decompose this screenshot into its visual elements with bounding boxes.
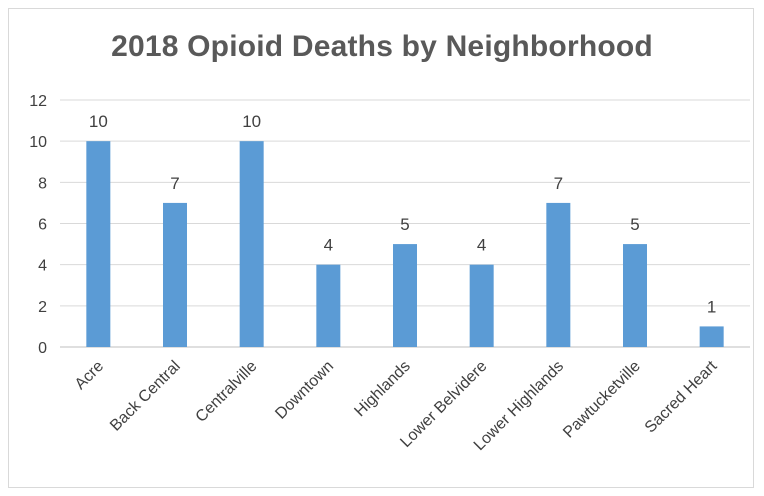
- x-tick-label: Downtown: [272, 358, 337, 423]
- chart-title: 2018 Opioid Deaths by Neighborhood: [111, 30, 653, 63]
- y-tick-label: 2: [38, 299, 47, 316]
- data-label: 10: [242, 112, 261, 131]
- bar: [469, 264, 494, 347]
- x-tick-label: Sacred Heart: [642, 357, 721, 436]
- data-label: 4: [324, 236, 333, 255]
- data-label: 4: [477, 236, 486, 255]
- y-tick-label: 10: [29, 134, 47, 151]
- bar: [239, 141, 264, 347]
- x-tick-label: Back Central: [107, 358, 184, 435]
- data-label: 1: [707, 297, 716, 316]
- y-tick-label: 6: [38, 217, 47, 234]
- y-tick-label: 4: [38, 258, 47, 275]
- bar: [546, 202, 571, 347]
- bar: [86, 141, 111, 347]
- bar: [393, 244, 417, 347]
- y-tick-label: 8: [38, 175, 47, 192]
- bar: [699, 326, 724, 347]
- x-tick-label: Pawtucketville: [560, 358, 644, 442]
- y-tick-label: 0: [38, 340, 47, 357]
- bar: [623, 244, 647, 347]
- x-tick-label: Centralville: [193, 358, 261, 426]
- x-tick-label: Highlands: [351, 358, 413, 420]
- bar: [316, 264, 341, 347]
- data-label: 5: [400, 215, 409, 234]
- data-label: 7: [554, 174, 563, 193]
- data-label: 10: [89, 112, 108, 131]
- y-tick-label: 12: [29, 93, 47, 110]
- x-tick-label: Acre: [72, 358, 107, 393]
- data-label: 5: [630, 215, 639, 234]
- bar: [163, 202, 187, 347]
- data-label: 7: [170, 174, 179, 193]
